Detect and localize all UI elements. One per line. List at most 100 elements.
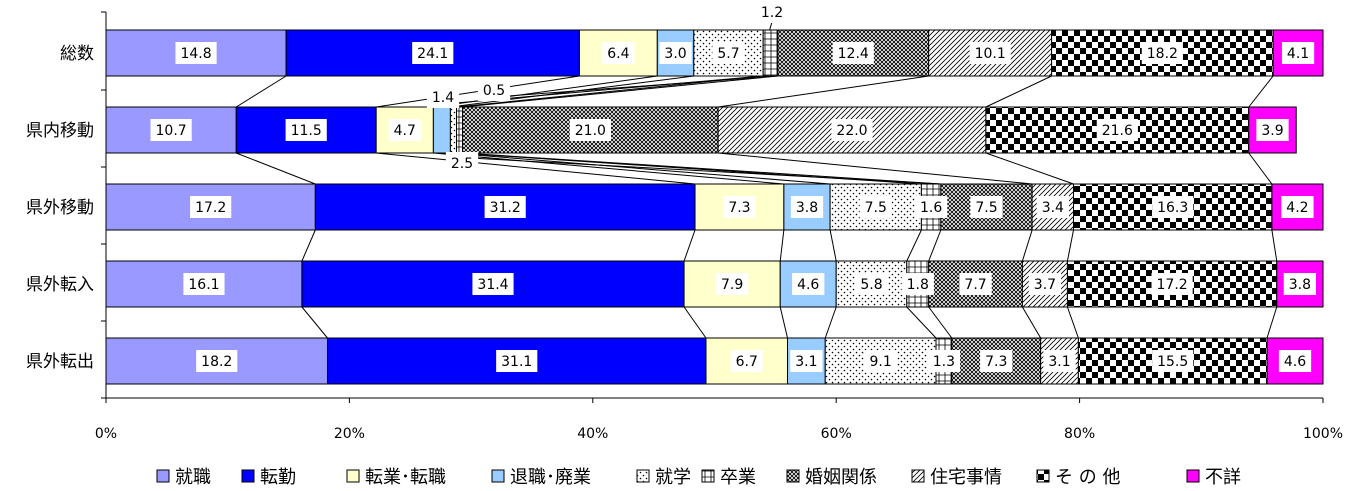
data-label: 9.1 [864, 350, 897, 372]
svg-text:5.8: 5.8 [860, 277, 882, 293]
bar-segment [928, 29, 1053, 77]
connector-line [824, 306, 837, 339]
data-label: 3.1 [790, 350, 823, 372]
connector-line [928, 306, 953, 339]
data-label: 21.0 [569, 119, 611, 141]
svg-text:17.2: 17.2 [1157, 277, 1188, 293]
data-label: 7.5 [859, 196, 892, 218]
svg-text:4.1: 4.1 [1287, 46, 1309, 62]
svg-text:7.5: 7.5 [975, 200, 997, 216]
svg-text:22.0: 22.0 [836, 123, 867, 139]
data-label: 18.2 [196, 350, 238, 372]
svg-text:10.7: 10.7 [156, 123, 187, 139]
legend-swatch [346, 469, 360, 483]
connector-line [779, 306, 789, 339]
connector-line [985, 152, 1074, 185]
data-label: 24.1 [412, 42, 454, 64]
data-label: 7.7 [959, 273, 992, 295]
legend-item: 転勤 [241, 467, 296, 488]
data-label: 22.0 [831, 119, 873, 141]
legend-label: そ の 他 [1055, 467, 1120, 488]
connector-line [376, 75, 580, 108]
svg-text:16.3: 16.3 [1157, 200, 1188, 216]
legend-item: 卒業 [701, 467, 756, 488]
legend-swatch [786, 469, 800, 483]
data-label: 16.1 [183, 273, 225, 295]
legend-item: 婚姻関係 [786, 467, 877, 488]
legend-item: そ の 他 [1036, 467, 1120, 488]
bar-segment [432, 106, 451, 154]
data-label: 5.8 [855, 273, 888, 295]
svg-text:3.8: 3.8 [796, 200, 818, 216]
svg-text:4.6: 4.6 [797, 277, 819, 293]
legend-item: 住宅事情 [911, 467, 1002, 488]
data-label: 3.1 [1043, 350, 1076, 372]
legend-label: 住宅事情 [930, 467, 1002, 488]
data-label: 3.9 [1256, 119, 1289, 141]
data-label: 17.2 [1151, 273, 1193, 295]
data-label: 1.3 [927, 350, 961, 372]
data-label: 2.5 [445, 152, 479, 174]
connector-line [376, 152, 696, 185]
svg-text:3.1: 3.1 [795, 354, 817, 370]
data-label: 21.6 [1096, 119, 1138, 141]
svg-text:3.1: 3.1 [1048, 354, 1070, 370]
svg-text:1.3: 1.3 [933, 354, 955, 370]
connector-line [906, 229, 922, 262]
svg-text:18.2: 18.2 [1147, 46, 1178, 62]
legend-label: 転勤 [260, 467, 296, 488]
data-label: 4.7 [388, 119, 421, 141]
connector-line [928, 229, 942, 262]
bar-segment [455, 106, 464, 154]
data-label: 1.4 [426, 86, 460, 108]
legend-label: 婚姻関係 [805, 467, 877, 488]
connector-line [301, 229, 316, 262]
data-label: 17.2 [190, 196, 232, 218]
data-label: 5.7 [712, 42, 745, 64]
bars [105, 29, 1324, 385]
svg-text:4.7: 4.7 [394, 123, 416, 139]
svg-text:9.1: 9.1 [869, 354, 891, 370]
svg-text:4.6: 4.6 [1284, 354, 1306, 370]
connector-line [1021, 229, 1033, 262]
svg-text:31.2: 31.2 [490, 200, 521, 216]
data-label: 4.6 [1278, 350, 1312, 372]
svg-text:1.4: 1.4 [432, 90, 454, 106]
svg-text:3.0: 3.0 [664, 46, 686, 62]
data-label: 3.7 [1028, 273, 1062, 295]
svg-text:3.4: 3.4 [1042, 200, 1064, 216]
legend-label: 転業･転職 [365, 467, 446, 488]
legend-label: 不詳 [1205, 467, 1241, 488]
connector-line [683, 229, 696, 262]
legend-item: 転業･転職 [346, 467, 446, 488]
connector-line [1248, 75, 1274, 108]
connector-line [462, 75, 778, 108]
svg-text:21.0: 21.0 [575, 123, 606, 139]
svg-text:1.8: 1.8 [907, 277, 929, 293]
data-label: 7.3 [723, 196, 756, 218]
svg-text:1.2: 1.2 [761, 5, 783, 21]
connector-line [1266, 306, 1278, 339]
data-label: 15.5 [1152, 350, 1194, 372]
data-label: 16.3 [1152, 196, 1194, 218]
connector-line [450, 152, 831, 185]
svg-text:5.7: 5.7 [717, 46, 739, 62]
svg-text:7.5: 7.5 [865, 200, 887, 216]
x-tick-label: 100% [1303, 426, 1343, 442]
connector-line [779, 229, 785, 262]
svg-text:3.8: 3.8 [1289, 277, 1311, 293]
x-tick-label: 40% [577, 426, 608, 442]
connector-lines [235, 21, 1278, 339]
category-label: 総数 [60, 44, 94, 64]
svg-text:14.8: 14.8 [180, 46, 211, 62]
svg-text:0.5: 0.5 [483, 83, 505, 99]
svg-text:3.7: 3.7 [1034, 277, 1056, 293]
data-label: 12.4 [832, 42, 874, 64]
svg-text:1.6: 1.6 [920, 200, 942, 216]
data-label: 3.0 [659, 42, 692, 64]
x-tick-label: 80% [1064, 426, 1095, 442]
svg-text:31.4: 31.4 [477, 277, 508, 293]
connector-line [718, 152, 1033, 185]
connector-line [985, 75, 1052, 108]
